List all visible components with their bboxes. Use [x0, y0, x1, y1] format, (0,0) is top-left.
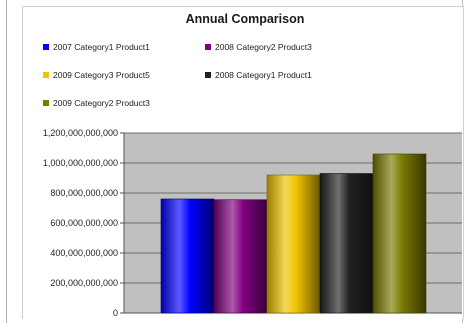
legend-swatch-2 [205, 44, 211, 50]
y-tick-label: 0 [113, 308, 118, 318]
chart-title: Annual Comparison [185, 12, 305, 26]
legend-label-1: 2007 Category1 Product1 [53, 42, 150, 52]
bar-3 [266, 174, 321, 314]
y-tick-label: 1,000,000,000,000 [43, 158, 118, 168]
y-tick-label: 600,000,000,000 [50, 218, 118, 228]
legend-swatch-5 [43, 100, 49, 106]
y-tick-label: 200,000,000,000 [50, 278, 118, 288]
legend-swatch-3 [43, 72, 49, 78]
bar-1 [160, 198, 215, 314]
legend-item-2: 2008 Category2 Product3 [205, 40, 312, 54]
legend-label-5: 2009 Category2 Product3 [53, 98, 150, 108]
left-panel-border [6, 0, 7, 323]
y-tick-label: 800,000,000,000 [50, 188, 118, 198]
legend-item-3: 2009 Category3 Product5 [43, 68, 150, 82]
legend-item-4: 2008 Category1 Product1 [205, 68, 312, 82]
legend-label-4: 2008 Category1 Product1 [215, 70, 312, 80]
legend-label-2: 2008 Category2 Product3 [215, 42, 312, 52]
legend-swatch-4 [205, 72, 211, 78]
bar-2 [213, 199, 268, 314]
legend-item-1: 2007 Category1 Product1 [43, 40, 150, 54]
legend-item-5: 2009 Category2 Product3 [43, 96, 150, 110]
bar-5 [372, 153, 427, 314]
legend-swatch-1 [43, 44, 49, 50]
y-tick-label: 400,000,000,000 [50, 248, 118, 258]
bar-4 [319, 173, 374, 314]
y-tick-label: 1,200,000,000,000 [43, 128, 118, 138]
legend-label-3: 2009 Category3 Product5 [53, 70, 150, 80]
